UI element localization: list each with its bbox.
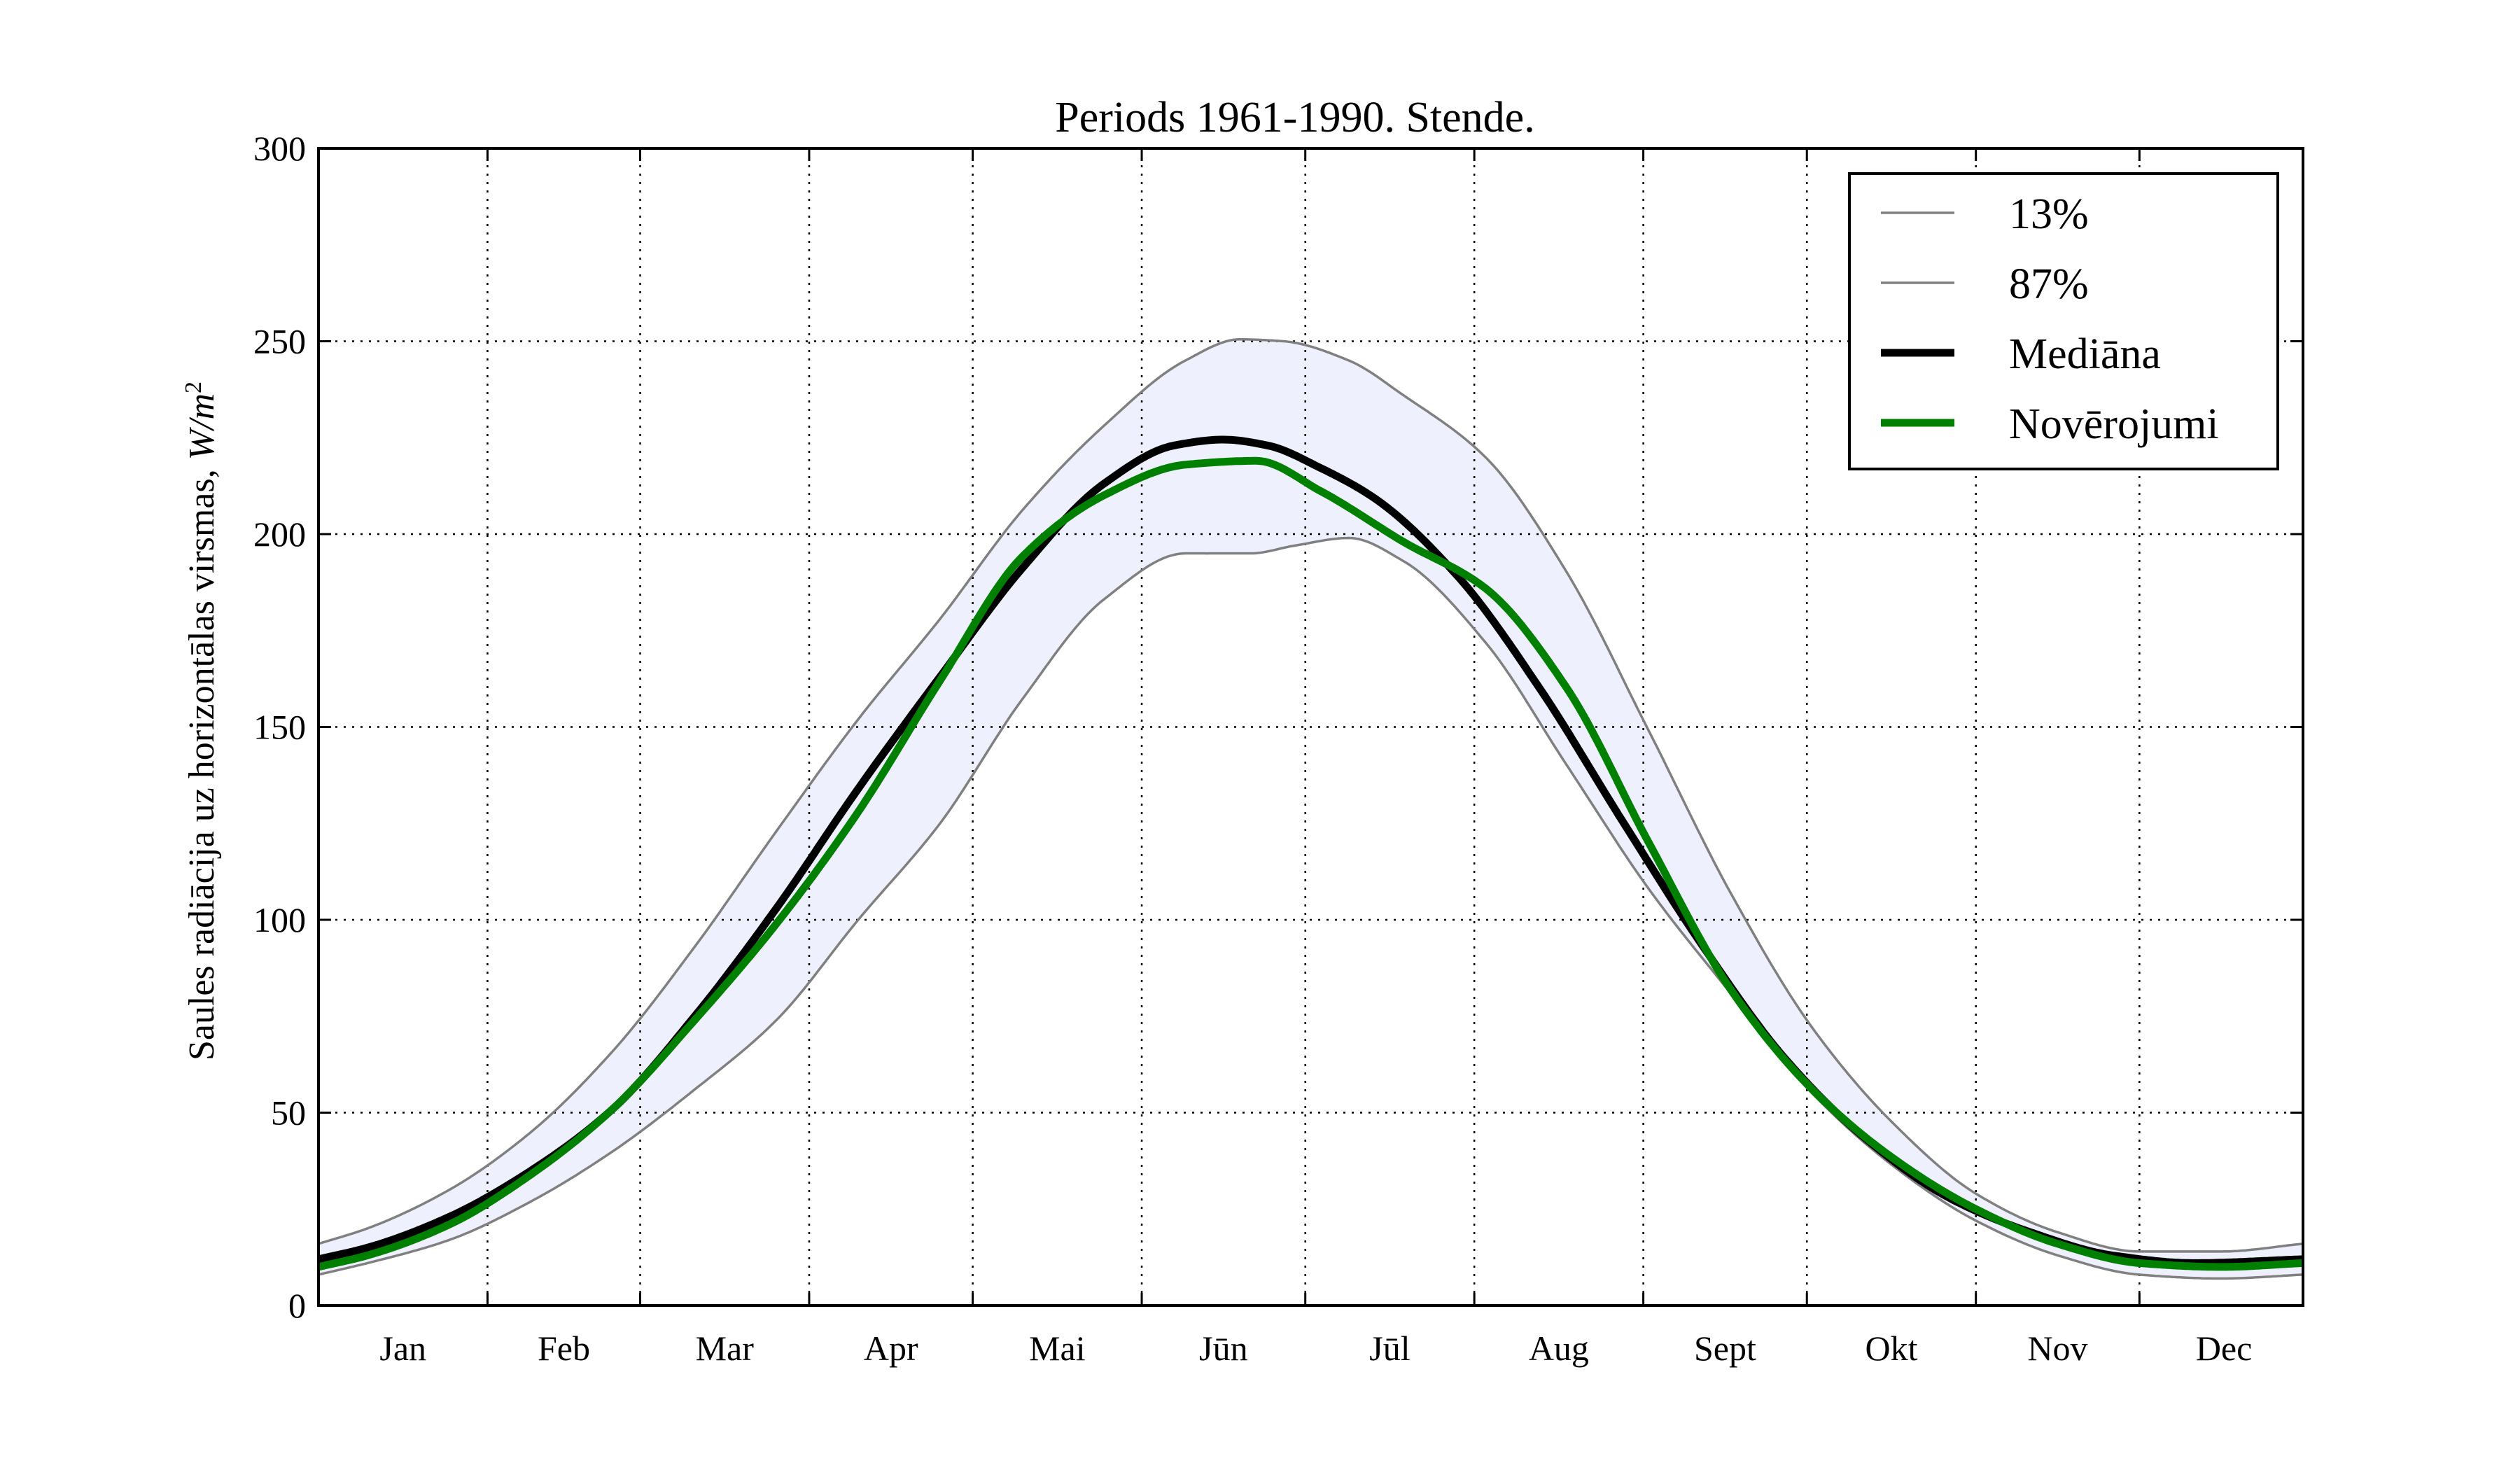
x-tick-label: Mai — [1029, 1329, 1086, 1368]
percentile-band — [318, 339, 2303, 1279]
x-tick-label: Aug — [1529, 1329, 1589, 1368]
series-line-13 — [318, 536, 2304, 1280]
y-tick-label: 200 — [253, 514, 306, 554]
chart-title: Periods 1961-1990. Stende. — [1055, 94, 1534, 141]
legend-label: Mediāna — [2009, 330, 2161, 378]
y-axis-label-unit-exponent: 2 — [181, 382, 206, 393]
y-tick-label: 150 — [253, 708, 306, 747]
x-tick-label: Okt — [1865, 1329, 1917, 1368]
legend: 13% 87% Mediāna Novērojumi — [1848, 172, 2279, 470]
x-tick-label: Jūl — [1369, 1329, 1410, 1368]
y-axis-label: Saules radiācija uz horizontālas virsmas… — [181, 382, 222, 1060]
x-tick-label: Jūn — [1199, 1329, 1247, 1368]
y-tick-label: 0 — [288, 1286, 306, 1325]
x-tick-label: Nov — [2027, 1329, 2087, 1368]
series-line-87 — [318, 337, 2304, 1253]
y-axis-label-text: Saules radiācija uz horizontālas virsmas… — [182, 460, 222, 1060]
x-tick-label: Sept — [1694, 1329, 1756, 1368]
y-axis-label-unit: W/m — [182, 393, 222, 460]
axes: Jan Feb Mar Apr Mai Jūn Jūl Aug Sept Okt Nov Dec 0 50… — [253, 129, 2304, 1368]
y-tick-label: 250 — [253, 322, 306, 361]
x-tick-label: Jan — [379, 1329, 426, 1368]
legend-label: Novērojumi — [2009, 400, 2219, 448]
x-tick-label: Feb — [538, 1329, 590, 1368]
y-tick-label: 50 — [271, 1093, 306, 1133]
y-tick-label: 300 — [253, 129, 306, 168]
y-tick-label: 100 — [253, 900, 306, 939]
plot-area — [317, 148, 2304, 1306]
x-tick-label: Mar — [696, 1329, 755, 1368]
legend-label: 13% — [2009, 190, 2089, 238]
x-tick-label: Apr — [864, 1329, 918, 1368]
legend-label: 87% — [2009, 260, 2089, 308]
series-line-noverojumi — [317, 456, 2304, 1271]
x-tick-label: Dec — [2196, 1329, 2253, 1368]
